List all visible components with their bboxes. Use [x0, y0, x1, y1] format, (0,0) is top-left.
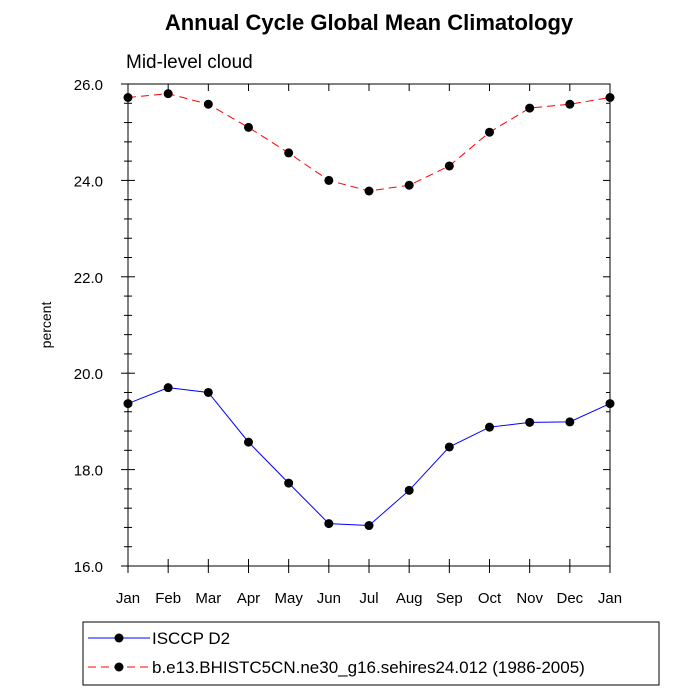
series-1-point — [444, 161, 454, 171]
legend-marker-model — [114, 662, 124, 672]
x-tick-label: Jul — [359, 590, 378, 607]
x-tick-label: Feb — [155, 590, 181, 607]
series-0-point — [284, 478, 294, 488]
series-1-point — [123, 92, 133, 102]
legend: ISCCP D2 b.e13.BHISTC5CN.ne30_g16.sehire… — [82, 621, 660, 686]
y-axis-label: percent — [38, 302, 54, 349]
y-tick-label: 22.0 — [74, 270, 103, 287]
x-tick-label: Sep — [436, 590, 463, 607]
y-tick-label: 18.0 — [74, 463, 103, 480]
y-tick-label: 24.0 — [74, 173, 103, 190]
series-0-point — [244, 437, 253, 447]
x-tick-label: Oct — [478, 590, 502, 607]
series-1-point — [605, 92, 615, 102]
x-tick-label: Jan — [598, 590, 622, 607]
x-tick-labels: Jan Feb Mar Apr May Jun Jul Aug Sep Oct Nov Dec Jan — [116, 590, 622, 607]
series-line-1 — [127, 93, 611, 192]
x-tick-label: Apr — [237, 590, 260, 607]
y-tick-labels: 16.0 18.0 20.0 22.0 24.0 26.0 — [74, 77, 103, 576]
y-tick-label: 16.0 — [74, 559, 103, 576]
series-layer — [123, 89, 615, 531]
series-1-point — [324, 175, 334, 185]
tick-marks — [121, 83, 611, 573]
series-1-point — [565, 99, 575, 109]
series-0-point — [485, 422, 494, 432]
series-0-point — [525, 417, 535, 427]
x-tick-label: Jan — [116, 590, 140, 607]
x-tick-label: Dec — [556, 590, 583, 607]
series-1-point — [525, 103, 535, 113]
series-1-point — [163, 89, 173, 99]
series-0-point — [364, 521, 374, 531]
legend-marker-isccp — [114, 633, 124, 643]
series-line-0 — [127, 387, 611, 527]
series-1-point — [404, 180, 414, 190]
legend-label-model: b.e13.BHISTC5CN.ne30_g16.sehires24.012 (… — [152, 658, 585, 677]
x-tick-label: Aug — [396, 590, 423, 607]
x-tick-label: May — [274, 590, 303, 607]
plot-frame — [127, 83, 611, 567]
series-1-point — [284, 148, 294, 158]
chart-subtitle: Mid-level cloud — [126, 52, 253, 73]
chart-title: Annual Cycle Global Mean Climatology — [165, 10, 574, 35]
legend-label-isccp: ISCCP D2 — [152, 629, 230, 648]
series-0-point — [123, 399, 133, 409]
series-0-point — [605, 399, 615, 409]
x-tick-label: Nov — [516, 590, 543, 607]
x-tick-label: Jun — [317, 590, 341, 607]
series-1-point — [244, 122, 253, 132]
y-tick-label: 20.0 — [74, 366, 103, 383]
series-1-point — [203, 99, 213, 109]
series-0-point — [324, 519, 334, 529]
series-0-point — [163, 383, 173, 393]
y-tick-label: 26.0 — [74, 77, 103, 94]
series-1-point — [364, 186, 374, 196]
x-tick-label: Mar — [195, 590, 221, 607]
series-0-point — [404, 485, 414, 495]
legend-box — [82, 621, 660, 686]
series-0-point — [565, 417, 575, 427]
series-0-point — [203, 387, 213, 397]
series-0-point — [444, 442, 454, 452]
series-1-point — [485, 127, 494, 137]
